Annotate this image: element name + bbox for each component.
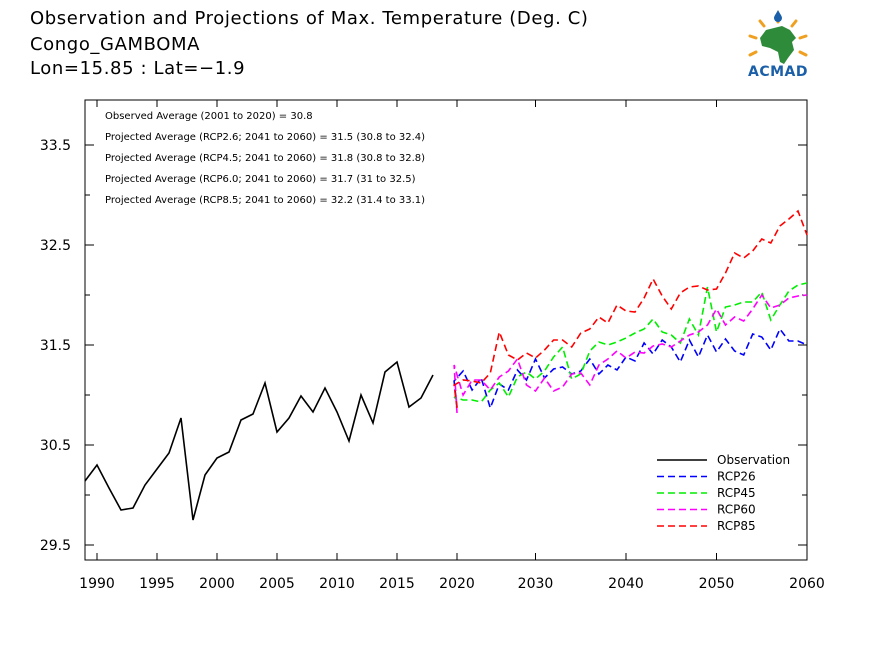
annotation-text: Projected Average (RCP4.5; 2041 to 2060)… xyxy=(105,153,425,164)
legend-label: RCP60 xyxy=(717,503,756,517)
x-tick-label: 2020 xyxy=(439,576,475,592)
series-line-observation xyxy=(84,360,434,521)
y-tick-label: 33.5 xyxy=(40,138,71,154)
chart-title: Observation and Projections of Max. Temp… xyxy=(30,8,589,29)
x-tick-label: 2050 xyxy=(699,576,735,592)
acmad-logo-text: ACMAD xyxy=(748,64,808,80)
legend-label: RCP45 xyxy=(717,486,756,500)
plot-border xyxy=(84,99,808,561)
annotation-text: Projected Average (RCP2.6; 2041 to 2060)… xyxy=(105,132,425,143)
x-tick-label: 2010 xyxy=(319,576,355,592)
y-tick-label: 32.5 xyxy=(40,238,71,254)
x-tick-label: 2040 xyxy=(608,576,644,592)
africa-map-icon xyxy=(748,10,808,64)
legend-label: RCP26 xyxy=(717,470,756,484)
x-tick-label: 2005 xyxy=(259,576,295,592)
station-name: Congo_GAMBOMA xyxy=(30,34,201,55)
annotation-text: Projected Average (RCP6.0; 2041 to 2060)… xyxy=(105,174,416,185)
x-tick-label: 1990 xyxy=(79,576,115,592)
legend-label: RCP85 xyxy=(717,519,756,533)
annotation-text: Observed Average (2001 to 2020) = 30.8 xyxy=(105,111,313,122)
x-tick-label: 2060 xyxy=(789,576,825,592)
x-tick-label: 2030 xyxy=(518,576,554,592)
series-line-rcp26 xyxy=(453,327,808,411)
series-line-rcp45 xyxy=(453,282,808,403)
series-line-rcp85 xyxy=(453,209,808,409)
x-tick-label: 2015 xyxy=(379,576,415,592)
x-tick-label: 2000 xyxy=(199,576,235,592)
y-tick-label: 30.5 xyxy=(40,438,71,454)
annotation-text: Projected Average (RCP8.5; 2041 to 2060)… xyxy=(105,195,425,206)
y-tick-label: 29.5 xyxy=(40,538,71,554)
station-coords: Lon=15.85 : Lat=−1.9 xyxy=(30,58,246,79)
x-tick-label: 1995 xyxy=(139,576,175,592)
legend-label: Observation xyxy=(717,453,790,467)
y-tick-label: 31.5 xyxy=(40,338,71,354)
